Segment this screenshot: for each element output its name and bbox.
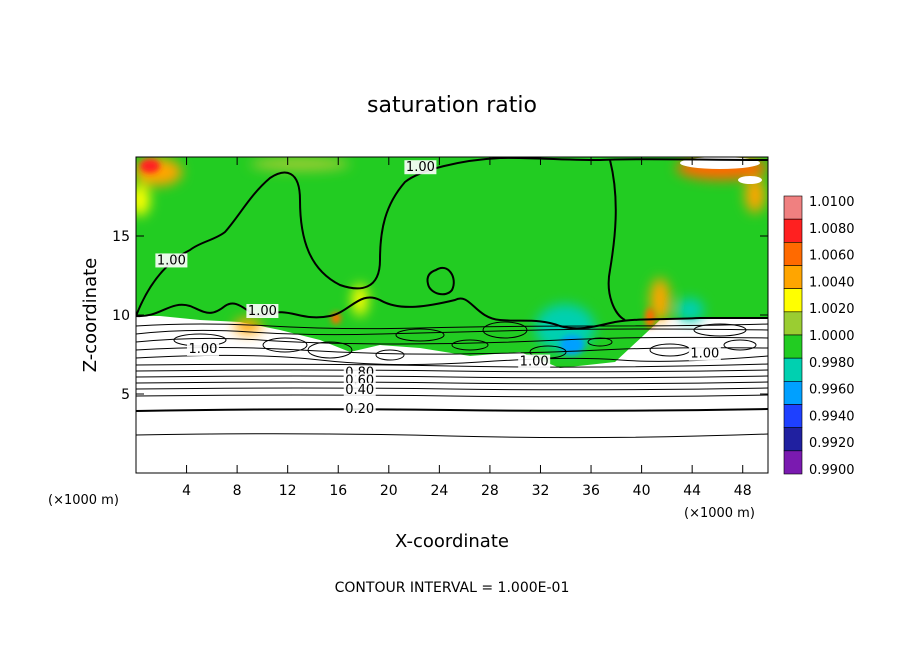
colorbar-swatch (783, 427, 803, 452)
x-tick-label: 16 (329, 483, 347, 499)
x-tick-label: 44 (683, 483, 701, 499)
contour-label: 1.00 (406, 160, 435, 175)
contour-label: 0.20 (345, 402, 374, 417)
colorbar-level-label: 1.0100 (809, 195, 855, 210)
plot-area (136, 157, 768, 473)
contour-label-bg (518, 354, 551, 369)
contour-label: 1.00 (690, 347, 719, 362)
y-tick-label: 10 (112, 308, 130, 324)
colorbar-swatch (783, 404, 803, 428)
cloud-base-contours (173, 321, 757, 361)
colorbar-swatch (783, 357, 803, 382)
x-tick-label: 4 (182, 483, 191, 499)
colorbar-swatch (783, 288, 803, 313)
contour-label: 1.00 (248, 304, 277, 319)
saturated-region (136, 157, 768, 368)
lower-contours (136, 323, 768, 439)
x-tick-label: 8 (233, 483, 242, 499)
colorbar-swatch (783, 265, 803, 289)
contour-label: 1.00 (189, 342, 218, 357)
x-tick-label: 12 (279, 483, 297, 499)
colorbar-swatch (783, 218, 803, 243)
x-tick-label: 40 (633, 483, 651, 499)
colorbar-level-label: 0.9920 (809, 436, 855, 451)
colorbar-swatch (783, 195, 803, 220)
y-axis: 5 10 15 (112, 229, 768, 403)
chart-title: saturation ratio (367, 93, 537, 118)
contour-label: 1.00 (157, 253, 186, 268)
x-axis-label: X-coordinate (395, 531, 509, 552)
x-unit-left: (×1000 m) (48, 493, 119, 508)
contour-label-bg (343, 383, 376, 397)
colorbar-swatch (783, 334, 803, 359)
contour-label: 1.00 (520, 355, 549, 370)
x-tick-label: 20 (380, 483, 398, 499)
x-tick-label: 32 (532, 483, 550, 499)
colorbar-swatch (783, 311, 803, 336)
x-tick-label: 36 (582, 483, 600, 499)
x-tick-label: 48 (734, 483, 752, 499)
x-tick-label: 24 (430, 483, 448, 499)
colorbar-level-label: 0.9960 (809, 383, 855, 398)
y-axis-label: Z-coordinate (80, 258, 101, 373)
y-tick-label: 15 (112, 229, 130, 245)
x-tick-label: 28 (481, 483, 499, 499)
colorbar-level-label: 0.9980 (809, 356, 855, 371)
contour-label-bg (155, 253, 188, 268)
contour-label-bg (343, 401, 376, 416)
contour-label-bg (688, 346, 721, 361)
unity-contour (136, 157, 768, 330)
contour-label-bg (404, 160, 437, 175)
contour-labels: 1.001.001.001.001.001.000.800.600.400.20 (155, 160, 721, 417)
contour-label: 0.40 (345, 383, 374, 398)
colorbar-level-label: 0.9900 (809, 463, 855, 478)
colorbar-level-label: 1.0080 (809, 222, 855, 237)
contour-interval-note: CONTOUR INTERVAL = 1.000E-01 (335, 580, 570, 596)
colorbar: 1.0100 1.0080 1.0060 1.0040 1.0020 1.0000 0.99… (783, 195, 855, 478)
colorbar-level-label: 1.0020 (809, 302, 855, 317)
y-tick-label: 5 (121, 387, 130, 403)
colorbar-swatch (783, 450, 803, 475)
colorbar-swatch (783, 242, 803, 266)
colorbar-swatch (783, 381, 803, 405)
colorbar-level-label: 1.0040 (809, 275, 855, 290)
x-unit-right: (×1000 m) (684, 506, 755, 521)
x-axis: 4 8 12 16 20 24 28 32 36 40 44 48 (182, 157, 752, 499)
colorbar-level-label: 1.0000 (809, 329, 855, 344)
colorbar-level-label: 1.0060 (809, 249, 855, 264)
colorbar-level-label: 0.9940 (809, 409, 855, 424)
contour-label-bg (186, 341, 219, 356)
contour-label-bg (246, 304, 279, 318)
